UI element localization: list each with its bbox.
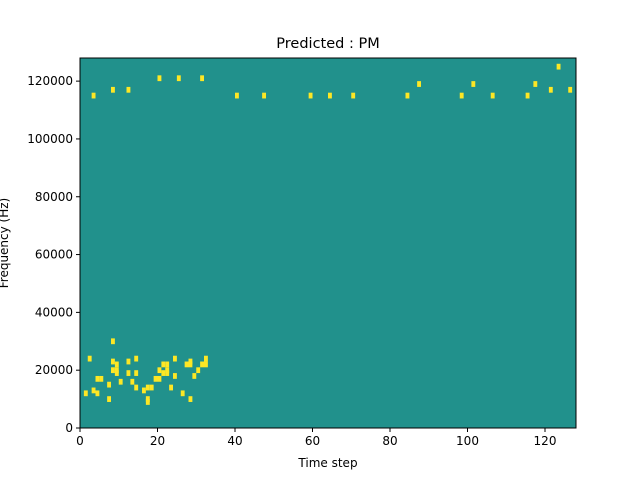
heatmap-cell bbox=[165, 361, 170, 368]
heatmap-cell bbox=[200, 75, 205, 82]
heatmap-cell bbox=[188, 358, 193, 365]
heatmap-cell bbox=[568, 86, 573, 93]
heatmap-cell bbox=[169, 384, 174, 391]
heatmap-cell bbox=[153, 375, 158, 382]
y-tick-label: 40000 bbox=[35, 305, 73, 319]
heatmap-cell bbox=[188, 396, 193, 402]
heatmap-cell bbox=[157, 367, 162, 374]
x-tick-label: 120 bbox=[534, 434, 557, 448]
heatmap-cell bbox=[204, 355, 208, 362]
heatmap-cell bbox=[91, 92, 96, 99]
heatmap-cell bbox=[165, 367, 170, 374]
heatmap-cell bbox=[114, 367, 119, 374]
heatmap-cell bbox=[351, 92, 356, 99]
heatmap-cell bbox=[459, 92, 464, 99]
heatmap-cell bbox=[130, 378, 135, 385]
heatmap-cell bbox=[95, 390, 100, 397]
heatmap-cell bbox=[142, 387, 146, 394]
x-tick-label: 60 bbox=[305, 434, 320, 448]
heatmap-cell bbox=[107, 381, 112, 388]
y-tick-label: 0 bbox=[65, 421, 73, 435]
plot-frame bbox=[79, 57, 577, 429]
y-tick-label: 100000 bbox=[27, 132, 73, 146]
heatmap-cell bbox=[405, 92, 410, 99]
heatmap-cell bbox=[192, 373, 197, 379]
x-tick-label: 0 bbox=[76, 434, 84, 448]
heatmap-cell bbox=[176, 75, 181, 82]
heatmap-cell bbox=[83, 390, 88, 397]
heatmap-cell bbox=[114, 361, 119, 368]
heatmap-cell bbox=[99, 375, 104, 382]
heatmap-cell bbox=[204, 361, 208, 368]
heatmap-cell bbox=[173, 373, 177, 379]
heatmap-cell bbox=[145, 396, 150, 402]
heatmap-cell bbox=[107, 396, 112, 402]
y-tick-label: 60000 bbox=[35, 248, 73, 262]
heatmap-cell bbox=[111, 86, 115, 93]
heatmap-cell bbox=[184, 361, 189, 368]
heatmap-cell bbox=[328, 92, 332, 99]
y-tick-label: 120000 bbox=[27, 74, 73, 88]
heatmap-cell bbox=[165, 370, 170, 376]
heatmap-cell bbox=[180, 390, 185, 397]
heatmap-cell bbox=[149, 384, 154, 391]
heatmap-cell bbox=[173, 355, 177, 362]
heatmap-cell bbox=[490, 92, 495, 99]
x-tick-label: 100 bbox=[456, 434, 479, 448]
y-tick-label: 20000 bbox=[35, 363, 73, 377]
x-tick-label: 20 bbox=[150, 434, 165, 448]
heatmap-cell bbox=[111, 367, 115, 374]
heatmap-cell bbox=[134, 370, 139, 376]
heatmap-cell bbox=[417, 81, 422, 87]
chart-title: Predicted : PM bbox=[276, 36, 379, 52]
heatmap-cell bbox=[157, 75, 162, 82]
heatmap-cell bbox=[87, 355, 92, 362]
heatmap-cell bbox=[126, 358, 131, 365]
heatmap-cell bbox=[91, 387, 96, 394]
heatmap-cell bbox=[235, 92, 239, 99]
heatmap-cell bbox=[118, 378, 123, 385]
x-tick-label: 80 bbox=[382, 434, 397, 448]
heatmap-cell bbox=[161, 370, 166, 376]
heatmap-background bbox=[80, 58, 576, 428]
heatmap-cell bbox=[200, 361, 205, 368]
heatmap-cell bbox=[556, 63, 561, 70]
heatmap-cell bbox=[196, 367, 201, 374]
heatmap-cell bbox=[262, 92, 267, 99]
heatmap-cell bbox=[533, 81, 538, 87]
heatmap-cell bbox=[471, 81, 476, 87]
x-tick-label: 40 bbox=[227, 434, 242, 448]
heatmap-cell bbox=[126, 370, 131, 376]
y-axis-label: Frequency (Hz) bbox=[0, 198, 11, 289]
heatmap-cell bbox=[161, 361, 166, 368]
heatmap-cell bbox=[145, 384, 150, 391]
heatmap-cell bbox=[157, 375, 162, 382]
heatmap-cell bbox=[126, 86, 131, 93]
heatmap-cell bbox=[134, 355, 139, 362]
heatmap-cell bbox=[111, 358, 115, 365]
x-axis-label: Time step bbox=[297, 456, 357, 470]
heatmap-cell bbox=[111, 338, 115, 345]
y-tick-label: 80000 bbox=[35, 190, 73, 204]
heatmap-cell bbox=[134, 384, 139, 391]
heatmap-cell bbox=[548, 86, 553, 93]
heatmap-cell bbox=[114, 370, 119, 376]
heatmap-cell bbox=[95, 375, 100, 382]
heatmap-cell bbox=[525, 92, 530, 99]
heatmap-cell bbox=[308, 92, 313, 99]
